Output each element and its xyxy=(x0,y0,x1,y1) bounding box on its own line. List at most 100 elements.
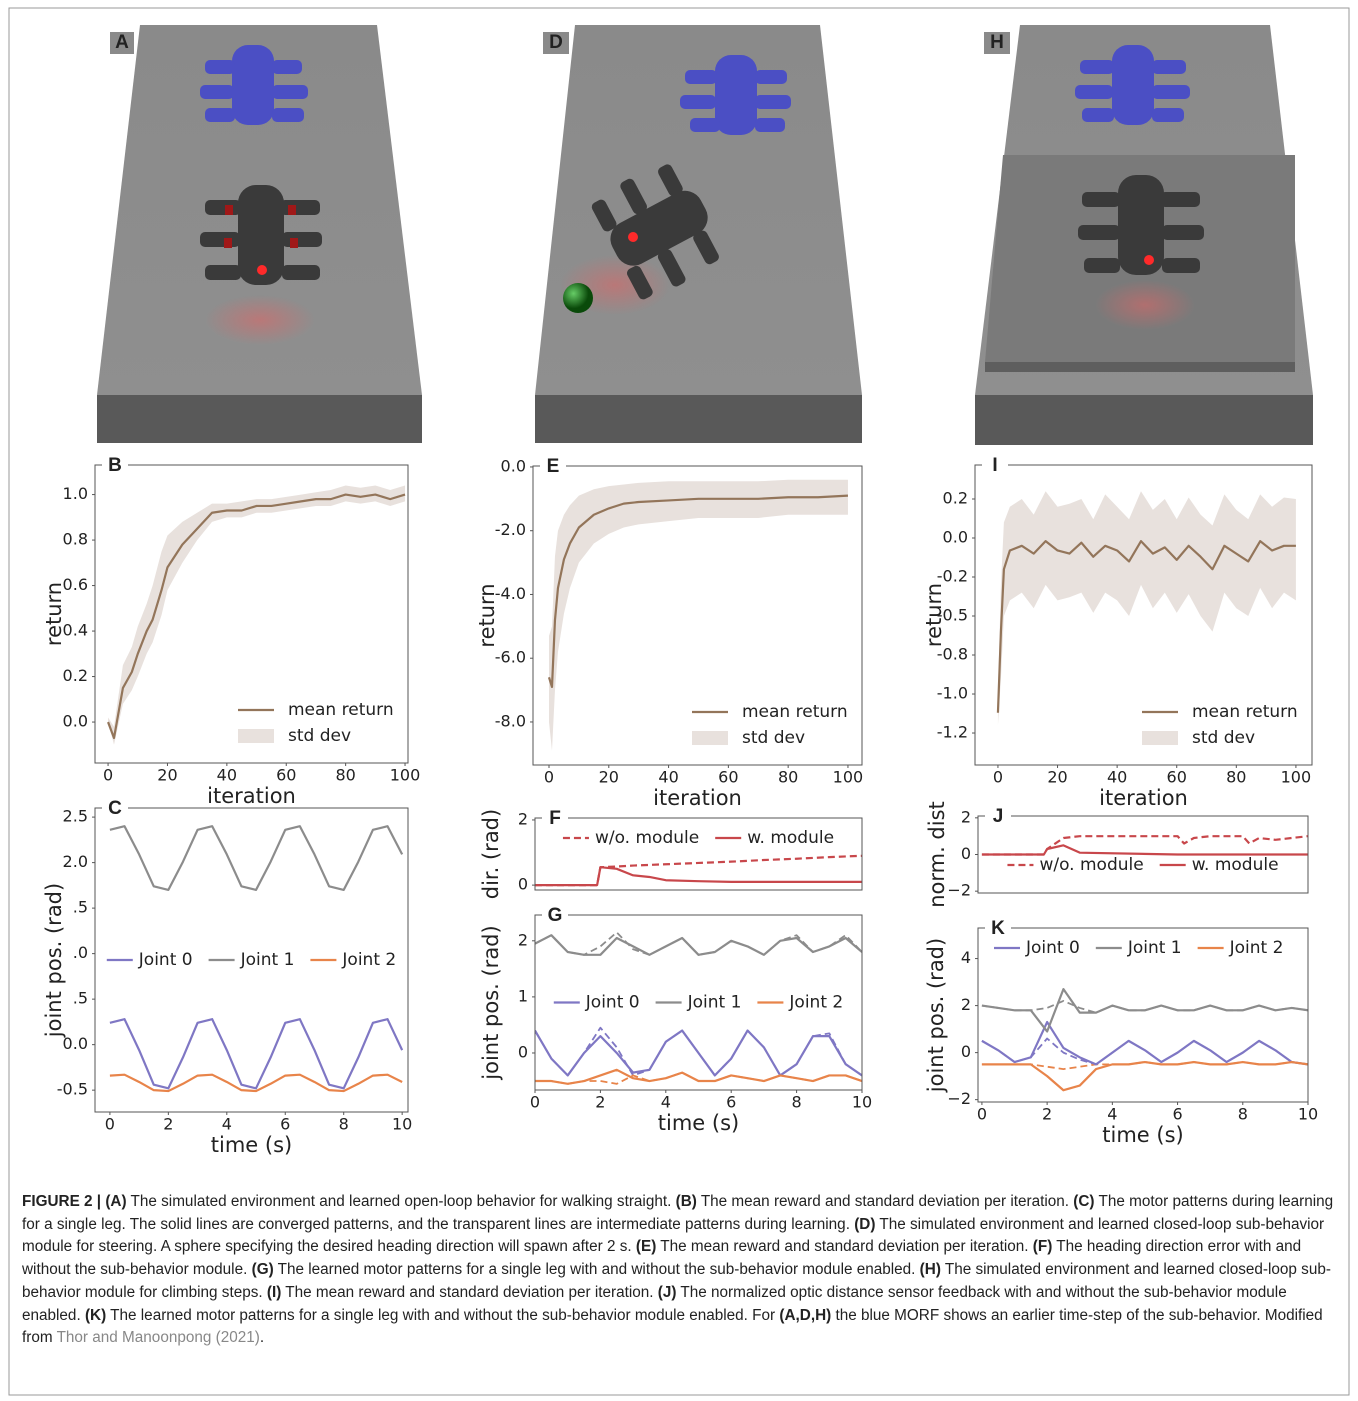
legend: w/o. module w. module xyxy=(562,828,834,848)
y-tick-label: 0 xyxy=(518,1042,528,1061)
x-tick-label: 6 xyxy=(280,1115,290,1134)
x-tick-label: 8 xyxy=(792,1093,802,1112)
legend-label: std dev xyxy=(288,726,351,746)
line xyxy=(981,988,1308,1033)
caption-text: (B) xyxy=(675,1193,697,1210)
legend: Joint 0 Joint 1 Joint 2 xyxy=(994,938,1283,958)
line xyxy=(535,1029,862,1077)
line xyxy=(109,1073,403,1093)
panel-letter: C xyxy=(108,798,122,819)
y-tick-label: -8.0 xyxy=(495,711,526,730)
x-tick-label: 60 xyxy=(276,766,296,785)
panel-letter: I xyxy=(992,455,997,476)
caption-text: (E) xyxy=(635,1238,657,1256)
figure-border xyxy=(8,7,1350,1396)
caption: FIGURE 2 | (A) The simulated environment… xyxy=(22,1191,1344,1350)
x-axis-label: iteration xyxy=(1099,786,1188,810)
x-tick-label: 40 xyxy=(217,766,237,785)
x-tick-label: 20 xyxy=(157,766,177,785)
letter-bg xyxy=(542,808,568,828)
y-tick-label: -0.8 xyxy=(937,645,968,664)
letter-bg xyxy=(985,918,1011,938)
line xyxy=(107,493,406,740)
y-tick-label: 2.5 xyxy=(63,807,88,826)
legend-label: w. module xyxy=(1192,855,1279,875)
y-tick-label: 0 xyxy=(961,1042,971,1061)
caption-text: The motor patterns during learning for a… xyxy=(22,1193,1338,1233)
x-tick-label: 0 xyxy=(544,768,554,787)
x-tick-label: 4 xyxy=(661,1093,671,1112)
x-tick-label: 8 xyxy=(339,1115,349,1134)
x-tick-label: 10 xyxy=(1298,1105,1318,1124)
legend-swatch xyxy=(692,731,728,745)
legend-label: Joint 1 xyxy=(687,993,742,1013)
axes-frame xyxy=(534,817,863,891)
line xyxy=(981,1020,1308,1066)
y-tick-label: 2 xyxy=(961,807,971,826)
caption-text: The simulated environment and learned op… xyxy=(126,1193,676,1210)
caption-text: The mean reward and standard deviation p… xyxy=(656,1238,1033,1256)
x-tick-label: 40 xyxy=(658,768,678,787)
y-tick-label: 0 xyxy=(961,844,971,863)
legend-label: Joint 0 xyxy=(1025,938,1080,958)
plot-area xyxy=(547,479,849,751)
plot-area xyxy=(107,485,406,745)
y-tick-label: .0 xyxy=(73,943,88,962)
x-tick-label: 80 xyxy=(335,766,355,785)
legend-label: Joint 0 xyxy=(585,993,640,1013)
std-band xyxy=(997,491,1296,726)
panel-letter: A xyxy=(115,32,129,53)
caption-text: The mean reward and standard deviation p… xyxy=(696,1193,1074,1210)
line xyxy=(981,1060,1308,1092)
caption-text: (G) xyxy=(251,1261,274,1279)
letter-bg xyxy=(540,456,566,476)
caption-text: The simulated environment and learned cl… xyxy=(22,1261,1331,1301)
letter-bg xyxy=(102,798,128,818)
plot-area xyxy=(535,854,862,887)
y-tick-label: -0.2 xyxy=(937,567,968,586)
legend-swatch xyxy=(238,729,274,743)
letter-bg xyxy=(542,905,568,925)
y-tick-label: 2 xyxy=(518,809,528,828)
x-tick-label: 0 xyxy=(530,1093,540,1112)
caption-link[interactable]: Thor and Manoonpong (2021) xyxy=(56,1329,260,1347)
x-tick-label: 0 xyxy=(993,768,1003,787)
y-tick-label: 0.4 xyxy=(63,621,88,640)
line xyxy=(547,494,849,689)
plot-area xyxy=(535,931,862,1085)
y-tick-label: -1.2 xyxy=(937,723,968,742)
y-tick-label: -6.0 xyxy=(495,648,526,667)
x-tick-label: 4 xyxy=(222,1115,232,1134)
legend: Joint 0 Joint 1 Joint 2 xyxy=(553,993,843,1013)
y-tick-label: 0.0 xyxy=(63,1034,88,1053)
caption-text: (J) xyxy=(657,1283,677,1301)
legend: mean return std dev xyxy=(692,702,848,748)
y-axis-label: return xyxy=(922,583,946,647)
legend: w/o. module w. module xyxy=(1007,855,1279,875)
axes-frame xyxy=(977,927,1309,1103)
legend-label: w/o. module xyxy=(1039,855,1143,875)
caption-text: The normalized optic distance sensor fee… xyxy=(22,1283,1291,1324)
panel-letter: B xyxy=(108,455,122,476)
y-axis-label: norm. dist xyxy=(925,801,949,908)
x-tick-label: 6 xyxy=(726,1093,736,1112)
caption-text: . xyxy=(259,1329,265,1347)
x-tick-label: 4 xyxy=(1107,1105,1117,1124)
y-tick-label: -1.0 xyxy=(937,684,968,703)
plot-area xyxy=(996,491,1296,726)
legend-label: Joint 2 xyxy=(788,993,843,1013)
legend: mean return std dev xyxy=(238,700,394,746)
y-tick-label: −2 xyxy=(947,1089,971,1108)
legend-label: std dev xyxy=(1192,728,1255,748)
line xyxy=(535,866,862,887)
line xyxy=(535,934,862,956)
line xyxy=(535,1071,862,1085)
y-axis-label: return xyxy=(475,583,499,647)
caption-text: The simulated environment and learned cl… xyxy=(22,1215,1329,1256)
caption-text: The learned motor patterns for a single … xyxy=(106,1306,780,1324)
x-tick-label: 2 xyxy=(595,1093,605,1112)
plot-area xyxy=(981,988,1308,1092)
y-tick-label: 0.2 xyxy=(943,489,968,508)
legend: Joint 0 Joint 1 Joint 2 xyxy=(106,950,396,970)
